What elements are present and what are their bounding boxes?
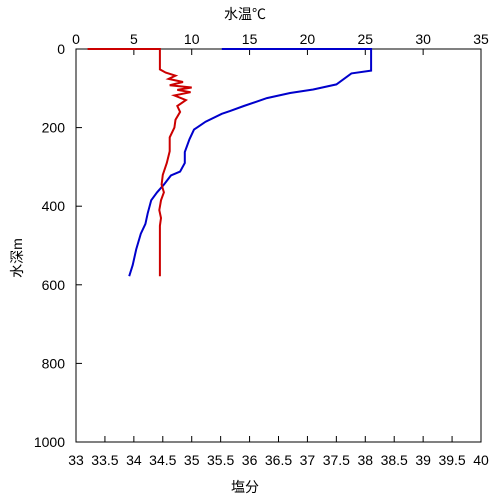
left-tick-label: 600	[42, 277, 66, 293]
salinity-series-line	[87, 48, 192, 277]
bottom-tick-label: 39.5	[438, 452, 465, 468]
bottom-tick-label: 38	[357, 452, 373, 468]
top-tick-label: 20	[300, 31, 316, 47]
bottom-tick-label: 39	[415, 452, 431, 468]
temperature-series-line	[128, 48, 373, 277]
bottom-tick-label: 36.5	[265, 452, 292, 468]
top-tick-label: 35	[473, 31, 489, 47]
left-tick-label: 400	[42, 198, 66, 214]
bottom-tick-label: 34.5	[149, 452, 176, 468]
left-axis-title: 水深m	[9, 238, 25, 278]
top-tick-label: 25	[357, 31, 373, 47]
top-axis-title: 水温℃	[224, 6, 266, 22]
bottom-tick-label: 33.5	[91, 452, 118, 468]
left-tick-label: 800	[42, 355, 66, 371]
bottom-axis-title: 塩分	[231, 479, 259, 495]
left-tick-label: 200	[42, 120, 66, 136]
top-tick-label: 30	[415, 31, 431, 47]
bottom-tick-label: 38.5	[381, 452, 408, 468]
bottom-tick-label: 36	[242, 452, 258, 468]
bottom-tick-label: 40	[473, 452, 489, 468]
bottom-axis-ticks: 33 33.5 34 34.5 35 35.5 36 36.5 37 37.5 38 38.5 39 39…	[68, 436, 489, 468]
bottom-tick-label: 33	[68, 452, 84, 468]
bottom-tick-label: 37	[300, 452, 316, 468]
top-axis-ticks: 0 5 10 15 20 25 30 35	[72, 31, 489, 55]
series-layer	[87, 48, 373, 277]
left-axis-ticks: 0 200 400 600 800 1000	[34, 41, 82, 450]
bottom-tick-label: 34	[126, 452, 142, 468]
bottom-tick-label: 37.5	[323, 452, 350, 468]
bottom-tick-label: 35.5	[207, 452, 234, 468]
top-tick-label: 5	[130, 31, 138, 47]
left-tick-label: 1000	[34, 434, 65, 450]
top-tick-label: 10	[184, 31, 200, 47]
bottom-tick-label: 35	[184, 452, 200, 468]
top-tick-label: 15	[242, 31, 258, 47]
top-tick-label: 0	[72, 31, 80, 47]
left-tick-label: 0	[57, 41, 65, 57]
